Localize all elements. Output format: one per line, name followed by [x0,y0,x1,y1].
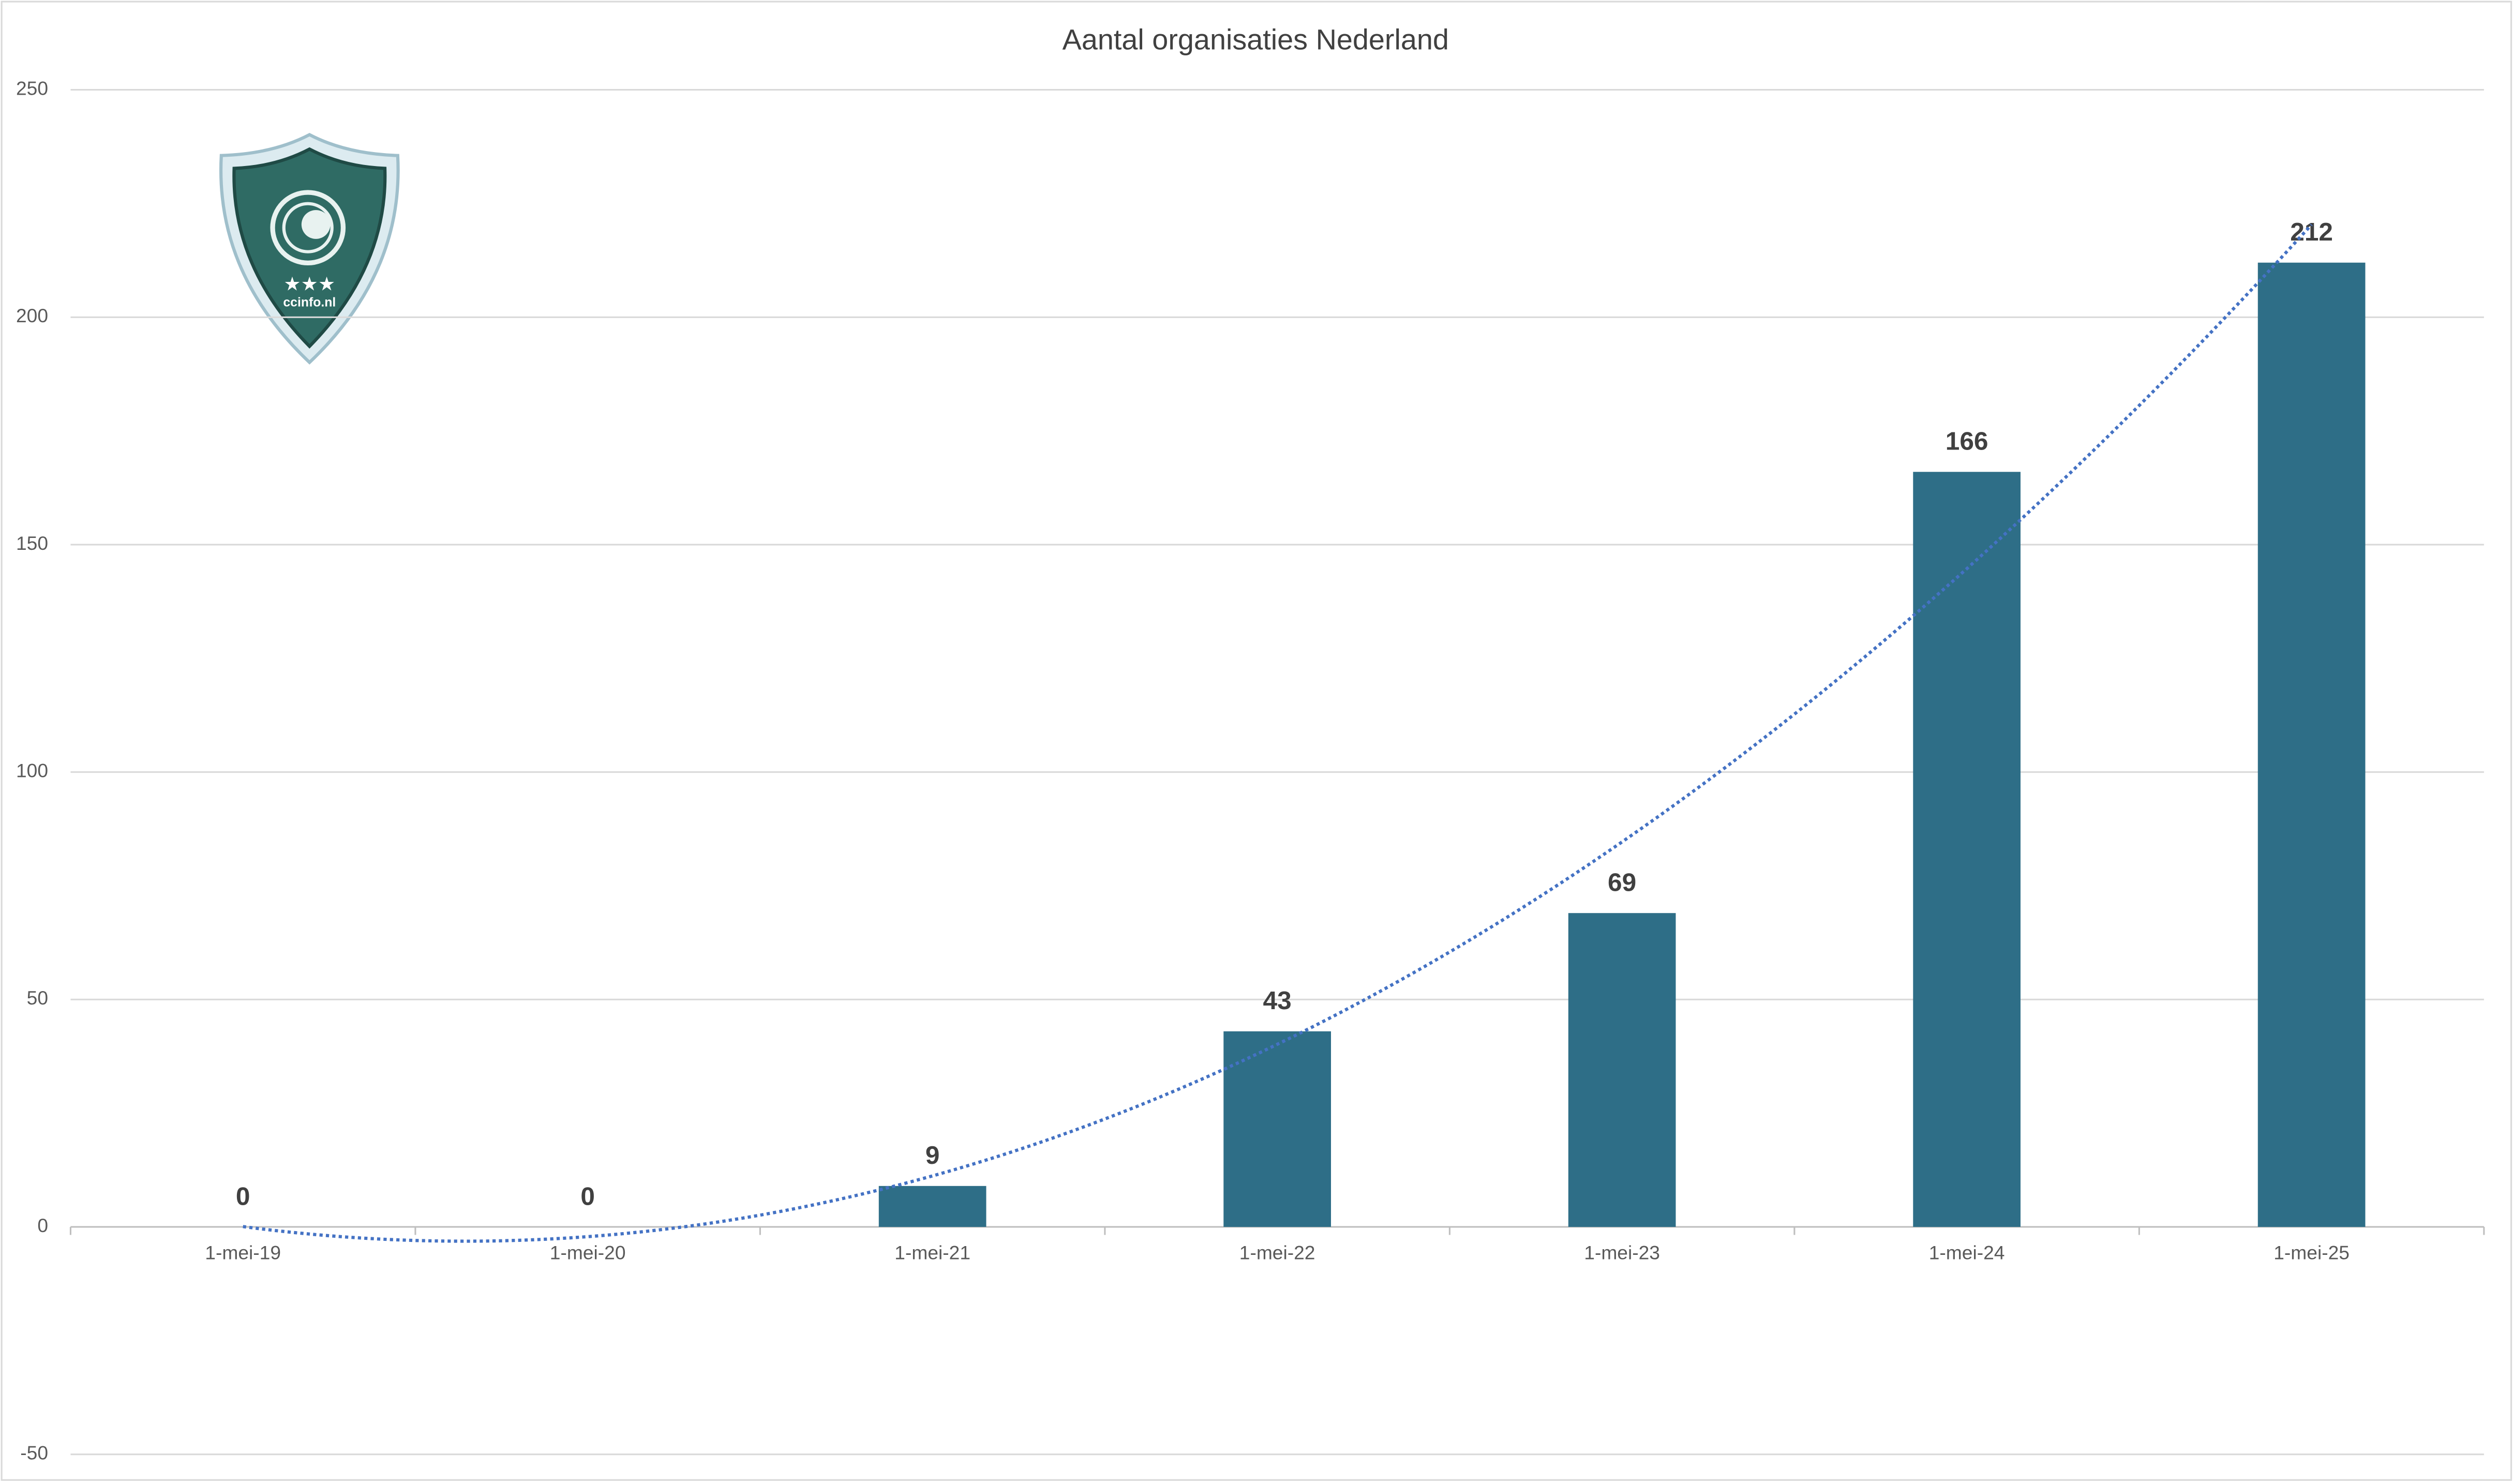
y-tick-label: -50 [20,1442,48,1463]
data-label: 0 [236,1181,250,1210]
x-tick-label: 1-mei-23 [1584,1242,1660,1264]
y-tick-label: 150 [16,532,48,554]
data-label: 43 [1263,986,1292,1015]
bar [878,1186,986,1227]
x-tick-label: 1-mei-22 [1239,1242,1315,1264]
x-tick-label: 1-mei-21 [894,1242,970,1264]
data-label: 166 [1946,427,1988,456]
y-tick-label: 100 [16,759,48,781]
data-label: 212 [2290,217,2333,246]
data-label: 0 [580,1181,595,1210]
chart-title: Aantal organisaties Nederland [1063,23,1449,55]
trendline [243,223,2313,1243]
x-tick-label: 1-mei-20 [550,1242,626,1264]
bar [1568,913,1676,1227]
bar [2257,262,2366,1227]
y-tick-label: 250 [16,77,48,99]
bar [1223,1031,1331,1227]
x-tick-label: 1-mei-24 [1929,1242,2005,1264]
x-tick-label: 1-mei-25 [2273,1242,2350,1264]
svg-text:★★★: ★★★ [283,273,335,295]
y-tick-label: 50 [27,987,48,1009]
data-label: 69 [1608,868,1636,897]
y-tick-label: 0 [37,1215,48,1236]
y-tick-label: 200 [16,305,48,326]
logo: ★★★ ccinfo.nl [219,132,400,365]
bar [1913,472,2021,1227]
x-tick-label: 1-mei-19 [205,1242,281,1264]
data-label: 9 [925,1141,940,1170]
logo-text: ccinfo.nl [283,295,336,309]
